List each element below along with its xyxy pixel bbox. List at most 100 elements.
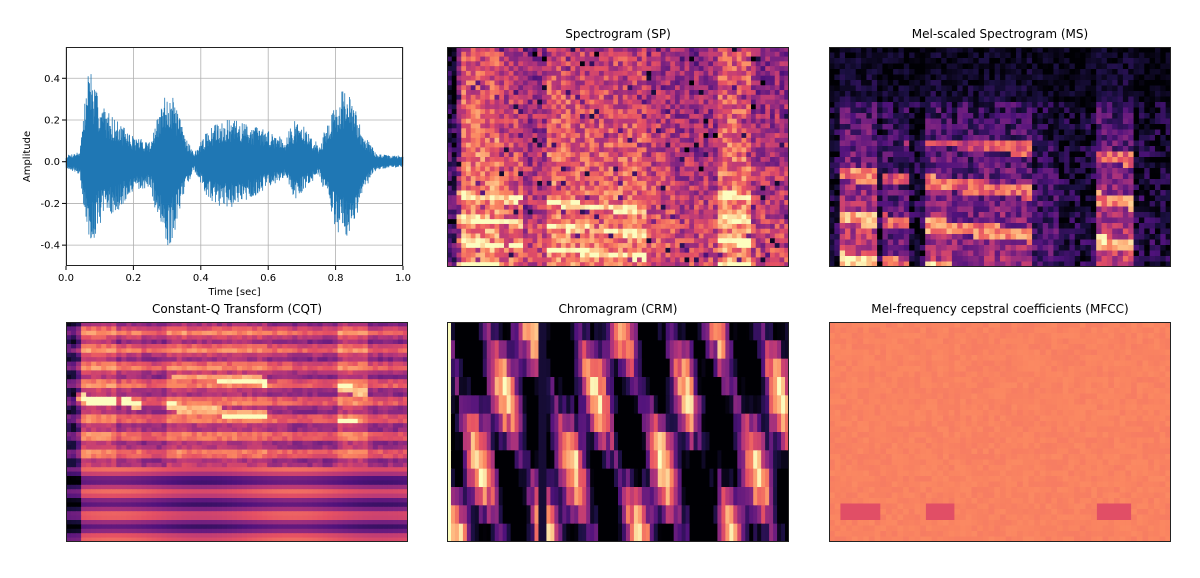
heatmap-cell bbox=[983, 124, 990, 131]
heatmap-cell bbox=[561, 152, 567, 158]
heatmap-cell bbox=[466, 166, 472, 172]
heatmap-cell bbox=[732, 137, 738, 144]
heatmap-cell bbox=[679, 123, 686, 129]
heatmap-cell bbox=[679, 104, 686, 110]
heatmap-cell bbox=[741, 209, 747, 215]
heatmap-cell bbox=[925, 91, 932, 98]
heatmap-cell bbox=[903, 140, 910, 147]
heatmap-cell bbox=[703, 190, 709, 196]
heatmap-cell bbox=[679, 99, 686, 105]
heatmap-cell bbox=[722, 157, 728, 163]
heatmap-cell bbox=[1026, 107, 1033, 114]
heatmap-cell bbox=[989, 107, 996, 114]
heatmap-cell bbox=[1005, 52, 1012, 59]
heatmap-cell bbox=[542, 161, 548, 168]
heatmap-cell bbox=[480, 166, 486, 172]
heatmap-cell bbox=[670, 176, 676, 182]
heatmap-cell bbox=[608, 219, 614, 225]
heatmap-cell bbox=[741, 99, 747, 105]
heatmap-cell bbox=[941, 102, 948, 109]
heatmap-cell bbox=[1154, 80, 1161, 87]
heatmap-cell bbox=[736, 47, 743, 53]
heatmap-cell bbox=[679, 214, 686, 220]
heatmap-cell bbox=[603, 204, 610, 211]
heatmap-cell bbox=[670, 113, 676, 120]
heatmap-cell bbox=[589, 75, 595, 82]
heatmap-cell bbox=[727, 190, 733, 196]
heatmap-cell bbox=[1117, 63, 1124, 70]
heatmap-cell bbox=[1101, 102, 1108, 109]
heatmap-cell bbox=[935, 58, 942, 65]
heatmap-cell bbox=[470, 204, 477, 211]
heatmap-cell bbox=[1160, 140, 1167, 147]
heatmap-cell bbox=[494, 180, 500, 187]
heatmap-cell bbox=[877, 47, 884, 54]
heatmap-cell bbox=[570, 247, 576, 254]
heatmap-cell bbox=[994, 85, 1001, 92]
heatmap-cell bbox=[518, 157, 524, 163]
heatmap-cell bbox=[618, 157, 624, 163]
heatmap-cell bbox=[466, 104, 472, 110]
heatmap-cell bbox=[774, 147, 781, 153]
heatmap-cell bbox=[618, 104, 624, 110]
heatmap-cell bbox=[951, 129, 958, 136]
heatmap-cell bbox=[470, 214, 477, 220]
heatmap-cell bbox=[499, 243, 505, 249]
heatmap-cell bbox=[565, 262, 572, 267]
heatmap-cell bbox=[622, 47, 629, 53]
heatmap-cell bbox=[871, 91, 878, 98]
heatmap-cell bbox=[903, 129, 910, 136]
heatmap-cell bbox=[513, 190, 519, 196]
heatmap-cell bbox=[1117, 140, 1124, 147]
heatmap-cell bbox=[485, 113, 491, 120]
heatmap-cell bbox=[485, 262, 491, 267]
heatmap-cell bbox=[1112, 85, 1119, 92]
heatmap-cell bbox=[665, 61, 671, 67]
heatmap-cell bbox=[751, 185, 757, 192]
heatmap-cell bbox=[930, 69, 937, 76]
heatmap-cell bbox=[708, 157, 714, 163]
heatmap-cell bbox=[451, 99, 458, 105]
heatmap-cell bbox=[684, 66, 690, 72]
heatmap-cell bbox=[627, 61, 633, 67]
heatmap-cell bbox=[994, 63, 1001, 70]
heatmap-cell bbox=[542, 257, 548, 263]
heatmap-cell bbox=[456, 147, 462, 153]
heatmap-cell bbox=[461, 180, 467, 187]
heatmap-cell bbox=[660, 118, 667, 125]
heatmap-cell bbox=[518, 209, 524, 215]
heatmap-cell bbox=[561, 200, 567, 206]
heatmap-cell bbox=[489, 195, 496, 201]
heatmap-cell bbox=[599, 128, 605, 134]
heatmap-cell bbox=[561, 99, 567, 105]
heatmap-cell bbox=[594, 223, 600, 230]
heatmap-cell bbox=[946, 63, 953, 70]
heatmap-cell bbox=[660, 257, 667, 263]
heatmap-cell bbox=[527, 214, 534, 220]
heatmap-cell bbox=[594, 128, 600, 134]
heatmap-cell bbox=[508, 219, 515, 225]
heatmap-cell bbox=[608, 252, 614, 259]
heatmap-cell bbox=[1000, 74, 1006, 81]
heatmap-cell bbox=[755, 166, 762, 172]
heatmap-cell bbox=[1112, 102, 1119, 109]
heatmap-cell bbox=[489, 200, 496, 206]
heatmap-cell bbox=[736, 109, 743, 115]
heatmap-cell bbox=[599, 51, 605, 58]
heatmap-cell bbox=[1128, 168, 1135, 175]
heatmap-cell bbox=[703, 262, 709, 267]
heatmap-cell bbox=[447, 200, 453, 206]
heatmap-cell bbox=[784, 233, 789, 239]
heatmap-cell bbox=[670, 137, 676, 144]
heatmap-cell bbox=[1026, 91, 1033, 98]
heatmap-cell bbox=[925, 69, 932, 76]
heatmap-cell bbox=[727, 252, 733, 259]
heatmap-cell bbox=[727, 233, 733, 239]
heatmap-cell bbox=[746, 257, 752, 263]
heatmap-cell bbox=[646, 66, 652, 72]
heatmap-cell bbox=[751, 70, 757, 77]
heatmap-cell bbox=[656, 166, 662, 172]
heatmap-cell bbox=[765, 166, 771, 172]
heatmap-cell bbox=[694, 252, 700, 259]
heatmap-cell bbox=[489, 118, 496, 125]
